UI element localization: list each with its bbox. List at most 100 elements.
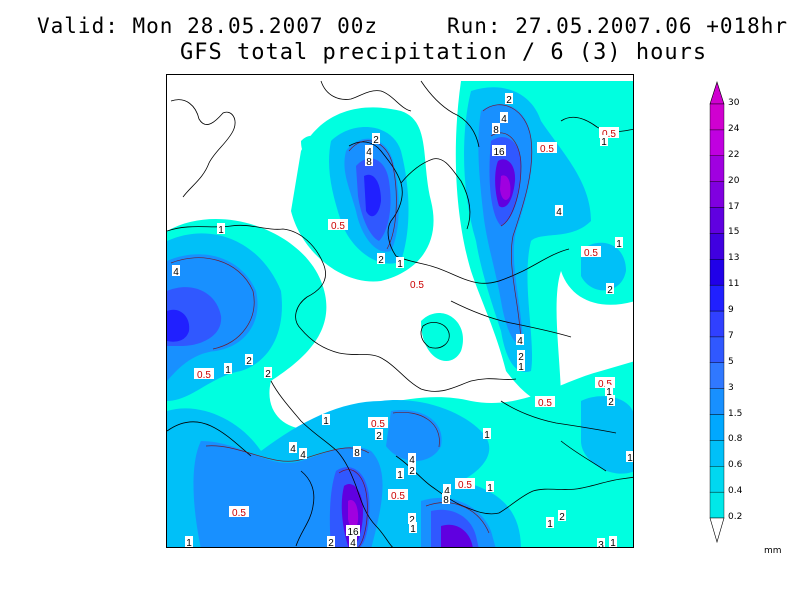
contour-label-bg — [492, 123, 500, 134]
contour-label: 8 — [443, 495, 449, 506]
legend-swatch — [709, 233, 725, 260]
contour-label-bg — [595, 377, 615, 388]
legend-level-label: 17 — [728, 201, 740, 212]
contour-label: 16 — [493, 147, 505, 158]
contour-label-bg — [483, 428, 491, 439]
contour-label-bg — [581, 246, 601, 257]
contour-label-bg — [172, 265, 180, 276]
contour-label: 1 — [627, 453, 633, 464]
contour-label-bg — [492, 145, 506, 156]
contour-label: 0.5 — [331, 221, 345, 232]
legend-level-label: 0.6 — [728, 460, 743, 471]
legend-level-label: 3 — [728, 382, 734, 393]
contour-label-bg — [229, 506, 249, 517]
contour-label: 1 — [518, 362, 524, 373]
contour-label-bg — [606, 283, 614, 294]
legend-level-label: 0.8 — [728, 434, 743, 445]
contour-label: 4 — [300, 450, 306, 461]
contour-label-bg — [322, 414, 330, 425]
legend-swatch — [709, 129, 725, 156]
contour-label-bg — [299, 448, 307, 459]
contour-label: 1 — [397, 259, 403, 270]
precipitation-shading — [167, 81, 633, 547]
contour-label-bg — [609, 536, 617, 547]
contour-label: 2 — [246, 356, 252, 367]
contour-label-bg — [388, 489, 408, 500]
contour-label-bg — [375, 429, 383, 440]
contour-label-bg — [372, 133, 380, 144]
contour-label-bg — [185, 536, 193, 547]
contour-label: 0.5 — [540, 144, 554, 155]
contour-label-bg — [353, 446, 361, 457]
contour-label: 1 — [547, 519, 553, 530]
contour-label-bg — [328, 219, 348, 230]
contour-label: 1 — [186, 538, 192, 548]
contour-label: 0.5 — [458, 480, 472, 491]
legend-level-label: 22 — [728, 149, 740, 160]
contour-label-bg — [607, 395, 615, 406]
legend-level-label: 7 — [728, 330, 734, 341]
contour-label: 1 — [616, 239, 622, 250]
valid-time: Valid: Mon 28.05.2007 00z — [37, 14, 379, 38]
legend-unit: mm — [764, 546, 782, 556]
contour-label: 0.5 — [371, 419, 385, 430]
contour-label-bg — [626, 451, 633, 462]
contour-label: 2 — [265, 369, 271, 380]
contour-label: 2 — [328, 538, 334, 548]
contour-label-bg — [194, 368, 214, 379]
legend-swatch — [709, 103, 725, 131]
contour-label: 0.5 — [584, 248, 598, 259]
map-title: GFS total precipitation / 6 (3) hours — [180, 40, 708, 65]
contour-label: 1 — [397, 470, 403, 481]
contour-label-bg — [368, 417, 388, 428]
contour-label: 1 — [610, 538, 616, 548]
contour-label: 4 — [444, 486, 450, 497]
contour-label: 2 — [559, 512, 565, 523]
contour-label-bg — [396, 468, 404, 479]
legend-swatch — [709, 207, 725, 234]
legend-swatch — [709, 362, 725, 389]
precipitation-map: 2 4 8 16 2 4 8 0.5 0.5 1 4 0.5 1 0.5 1 2 1 4 2 0.5 4 2 1 2 1 0.5 2… — [166, 74, 634, 548]
contour-label-bg — [500, 112, 508, 123]
contour-label: 1 — [484, 430, 490, 441]
contour-label: 2 — [518, 352, 524, 363]
contour-label: 0.5 — [598, 379, 612, 390]
contour-label: 4 — [556, 207, 562, 218]
contour-label: 4 — [501, 114, 507, 125]
contour-label: 4 — [366, 147, 372, 158]
contour-label: 2 — [607, 285, 613, 296]
contour-label: 2 — [409, 466, 415, 477]
contour-label: 2 — [409, 515, 415, 526]
contour-label-bg — [516, 334, 524, 345]
legend-swatch — [709, 259, 725, 286]
contour-label: 3 — [598, 540, 604, 548]
contour-label: 8 — [366, 157, 372, 168]
contour-label-bg — [605, 385, 613, 396]
legend-swatch — [709, 491, 725, 519]
legend-level-label: 20 — [728, 175, 740, 186]
contour-label-bg — [408, 513, 416, 524]
legend-level-label: 15 — [728, 227, 740, 238]
contour-label-bg — [327, 536, 335, 547]
contour-label: 0.5 — [391, 491, 405, 502]
contour-label-bg — [289, 442, 297, 453]
legend-level-label: 0.2 — [728, 512, 743, 522]
contour-label-bg — [409, 522, 417, 533]
contour-label-bg — [346, 525, 360, 536]
legend-level-label: 9 — [728, 305, 734, 315]
contour-label: 1 — [218, 225, 224, 236]
contour-label-bg — [377, 253, 385, 264]
contour-label: 1 — [606, 387, 612, 398]
contour-label: 0.5 — [410, 280, 424, 291]
legend-swatch — [709, 284, 725, 312]
contour-label: 2 — [608, 397, 614, 408]
legend-level-label: 5 — [728, 356, 734, 367]
contour-label-bg — [443, 484, 451, 495]
contour-label-bg — [546, 517, 554, 528]
contour-label-bg — [408, 464, 416, 475]
contour-label: 2 — [506, 95, 512, 106]
contour-label: 0.5 — [232, 508, 246, 519]
contour-label-bg — [558, 510, 566, 521]
legend-level-label: 0.4 — [728, 486, 743, 497]
